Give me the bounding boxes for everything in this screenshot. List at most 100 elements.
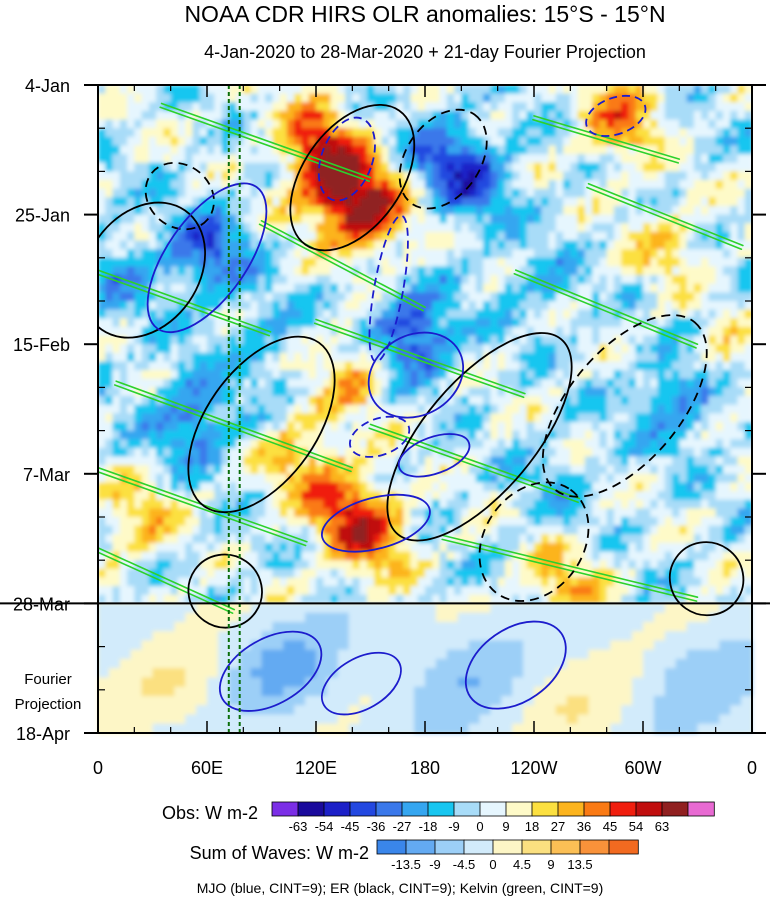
obs-cell xyxy=(512,180,521,190)
obs-cell xyxy=(395,223,404,233)
obs-cell xyxy=(388,404,397,415)
obs-cell xyxy=(366,136,375,147)
obs-cell xyxy=(127,214,136,224)
obs-cell xyxy=(207,525,216,535)
obs-cell xyxy=(613,257,622,268)
obs-cell xyxy=(606,266,615,276)
obs-cell xyxy=(337,93,346,103)
obs-cell xyxy=(345,275,354,285)
obs-cell xyxy=(548,534,557,544)
obs-cell xyxy=(584,283,593,294)
obs-cell xyxy=(628,387,637,397)
obs-cell xyxy=(722,102,731,112)
obs-cell xyxy=(541,456,550,466)
obs-cell xyxy=(316,534,325,544)
obs-cell xyxy=(657,361,666,371)
obs-cell xyxy=(650,517,659,527)
obs-cell xyxy=(519,551,528,561)
obs-cell xyxy=(461,180,470,190)
obs-cell xyxy=(715,171,724,181)
obs-cell xyxy=(127,231,136,242)
obs-cell xyxy=(148,292,157,302)
obs-cell xyxy=(243,154,252,164)
obs-cell xyxy=(192,430,201,440)
obs-cell xyxy=(468,404,477,415)
obs-cell xyxy=(679,249,688,259)
obs-cell xyxy=(395,387,404,397)
obs-cell xyxy=(672,447,681,458)
obs-cell xyxy=(708,370,717,380)
obs-cell xyxy=(301,473,310,484)
obs-cell xyxy=(490,154,499,164)
obs-cell xyxy=(606,102,615,112)
obs-cell xyxy=(403,162,412,173)
obs-cell xyxy=(112,197,121,207)
obs-cell xyxy=(650,473,659,484)
obs-cell xyxy=(584,430,593,440)
obs-cell xyxy=(185,318,194,328)
obs-cell xyxy=(548,404,557,415)
obs-cell xyxy=(265,551,274,561)
obs-cell xyxy=(570,93,579,103)
obs-cell xyxy=(228,508,237,518)
obs-cell xyxy=(395,309,404,319)
obs-cell xyxy=(286,136,295,147)
obs-cell xyxy=(693,542,702,553)
obs-cell xyxy=(388,517,397,527)
obs-cell xyxy=(606,352,615,363)
obs-cell xyxy=(243,93,252,103)
obs-cell xyxy=(555,275,564,285)
obs-cell xyxy=(737,249,746,259)
obs-cell xyxy=(366,422,375,432)
obs-cell xyxy=(439,171,448,181)
obs-cell xyxy=(592,508,601,518)
obs-cell xyxy=(257,119,266,129)
obs-cell xyxy=(359,422,368,432)
obs-cell xyxy=(555,378,564,389)
obs-cell xyxy=(519,370,528,380)
obs-cell xyxy=(163,370,172,380)
obs-cell xyxy=(657,447,666,458)
obs-cell xyxy=(425,85,434,95)
obs-cell xyxy=(388,551,397,561)
obs-cell xyxy=(701,93,710,103)
obs-cell xyxy=(722,145,731,155)
obs-cell xyxy=(439,430,448,440)
obs-cell xyxy=(250,404,259,415)
obs-cell xyxy=(323,128,332,138)
obs-cell xyxy=(715,542,724,553)
obs-cell xyxy=(236,465,245,475)
obs-cell xyxy=(345,188,354,199)
obs-cell xyxy=(112,257,121,268)
obs-cell xyxy=(279,154,288,164)
obs-cell xyxy=(563,180,572,190)
obs-cell xyxy=(519,188,528,199)
obs-cell xyxy=(243,387,252,397)
obs-cell xyxy=(192,188,201,199)
obs-cell xyxy=(526,154,535,164)
obs-cell xyxy=(664,326,673,337)
obs-cell xyxy=(141,465,150,475)
obs-cell xyxy=(599,102,608,112)
obs-cell xyxy=(417,491,426,501)
obs-cell xyxy=(446,223,455,233)
obs-cell xyxy=(548,180,557,190)
obs-cell xyxy=(672,275,681,285)
obs-cell xyxy=(119,214,128,224)
obs-cell xyxy=(352,128,361,138)
obs-cell xyxy=(577,180,586,190)
obs-cell xyxy=(352,249,361,259)
obs-cell xyxy=(730,119,739,129)
obs-cell xyxy=(228,335,237,345)
obs-cell xyxy=(461,188,470,199)
obs-cell xyxy=(221,266,230,276)
obs-cell xyxy=(446,465,455,475)
obs-cell xyxy=(112,301,121,311)
obs-cell xyxy=(337,422,346,432)
obs-cell xyxy=(98,430,107,440)
obs-cell xyxy=(214,110,223,121)
obs-cell xyxy=(715,439,724,449)
obs-cell xyxy=(294,465,303,475)
obs-cell xyxy=(177,85,186,95)
obs-cell xyxy=(323,119,332,129)
